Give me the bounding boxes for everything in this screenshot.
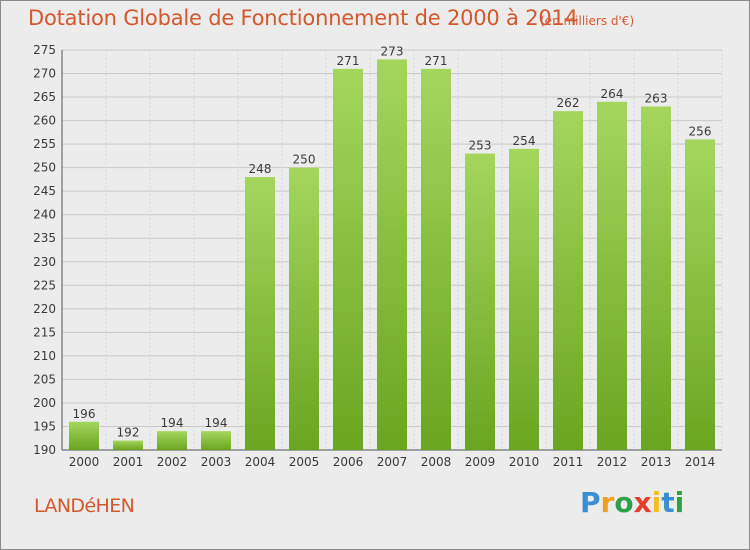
y-tick-label: 225 bbox=[33, 278, 56, 292]
data-label: 271 bbox=[337, 54, 360, 68]
data-label: 196 bbox=[73, 407, 96, 421]
bar-2002 bbox=[157, 431, 187, 450]
x-tick-label: 2014 bbox=[685, 455, 716, 469]
x-tick-label: 2008 bbox=[421, 455, 452, 469]
data-label: 254 bbox=[513, 134, 536, 148]
y-tick-label: 265 bbox=[33, 90, 56, 104]
x-tick-label: 2000 bbox=[69, 455, 100, 469]
y-tick-label: 205 bbox=[33, 372, 56, 386]
data-label: 263 bbox=[645, 91, 668, 105]
x-tick-label: 2005 bbox=[289, 455, 320, 469]
bar-2004 bbox=[245, 177, 275, 450]
bar-2001 bbox=[113, 440, 143, 450]
y-tick-label: 255 bbox=[33, 137, 56, 151]
logo-letter: i bbox=[674, 486, 685, 519]
bar-2003 bbox=[201, 431, 231, 450]
data-label: 253 bbox=[469, 139, 492, 153]
y-tick-label: 275 bbox=[33, 43, 56, 57]
y-tick-label: 250 bbox=[33, 161, 56, 175]
x-tick-label: 2007 bbox=[377, 455, 408, 469]
data-label: 256 bbox=[689, 124, 712, 138]
bar-2010 bbox=[509, 148, 539, 450]
data-label: 194 bbox=[161, 416, 184, 430]
x-tick-label: 2009 bbox=[465, 455, 496, 469]
logo-letter: x bbox=[633, 486, 652, 519]
chart-subtitle: (en milliers d'€) bbox=[540, 14, 635, 28]
y-tick-label: 195 bbox=[33, 419, 56, 433]
bar-2014 bbox=[685, 139, 715, 451]
data-label: 262 bbox=[557, 96, 580, 110]
bar-2008 bbox=[421, 68, 451, 450]
x-tick-label: 2012 bbox=[597, 455, 628, 469]
bar-2007 bbox=[377, 59, 407, 450]
x-tick-label: 2004 bbox=[245, 455, 276, 469]
logo-letter: t bbox=[661, 486, 675, 519]
logo-letter: r bbox=[600, 486, 615, 519]
logo-letter: o bbox=[614, 486, 634, 519]
bar-2013 bbox=[641, 106, 671, 451]
bar-2011 bbox=[553, 111, 583, 451]
data-label: 271 bbox=[425, 54, 448, 68]
data-label: 273 bbox=[381, 44, 404, 58]
commune-name: LANDéHEN bbox=[34, 495, 135, 517]
y-tick-label: 260 bbox=[33, 114, 56, 128]
bar-2012 bbox=[597, 101, 627, 450]
y-tick-label: 190 bbox=[33, 443, 56, 457]
data-label: 264 bbox=[601, 87, 624, 101]
x-tick-label: 2013 bbox=[641, 455, 672, 469]
y-tick-label: 270 bbox=[33, 67, 56, 81]
y-tick-label: 240 bbox=[33, 208, 56, 222]
logo-letter: P bbox=[580, 486, 601, 519]
bar-2009 bbox=[465, 153, 495, 450]
y-tick-label: 230 bbox=[33, 255, 56, 269]
y-tick-label: 215 bbox=[33, 325, 56, 339]
x-tick-label: 2006 bbox=[333, 455, 364, 469]
x-tick-label: 2002 bbox=[157, 455, 188, 469]
y-tick-label: 220 bbox=[33, 302, 56, 316]
x-tick-label: 2001 bbox=[113, 455, 144, 469]
y-tick-label: 210 bbox=[33, 349, 56, 363]
bar-2005 bbox=[289, 167, 319, 450]
y-tick-label: 245 bbox=[33, 184, 56, 198]
data-label: 248 bbox=[249, 162, 272, 176]
logo-letter: i bbox=[651, 486, 662, 519]
bar-2006 bbox=[333, 68, 363, 450]
bars bbox=[69, 59, 715, 451]
chart-title: Dotation Globale de Fonctionnement de 20… bbox=[28, 6, 578, 30]
labels: 190 195 200 205 210 215 220 225 230 235 240 245 250 2… bbox=[33, 43, 715, 469]
y-tick-label: 235 bbox=[33, 231, 56, 245]
data-label: 250 bbox=[293, 153, 316, 167]
bar-2000 bbox=[69, 421, 99, 450]
y-tick-label: 200 bbox=[33, 396, 56, 410]
data-label: 192 bbox=[117, 426, 140, 440]
x-tick-label: 2003 bbox=[201, 455, 232, 469]
x-tick-label: 2010 bbox=[509, 455, 540, 469]
x-tick-label: 2011 bbox=[553, 455, 584, 469]
data-label: 194 bbox=[205, 416, 228, 430]
proxiti-logo[interactable]: Proxiti bbox=[580, 486, 684, 519]
